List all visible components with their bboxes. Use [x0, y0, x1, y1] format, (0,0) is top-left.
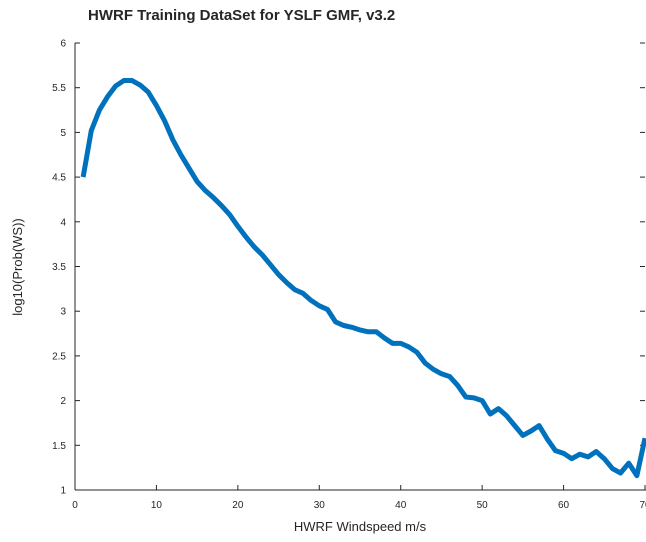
x-tick-label: 50 — [477, 500, 489, 511]
y-tick-label: 4 — [60, 217, 66, 228]
x-tick-label: 70 — [639, 500, 646, 511]
x-tick-label: 30 — [314, 500, 326, 511]
x-tick-label: 20 — [232, 500, 244, 511]
x-tick-label: 60 — [558, 500, 570, 511]
x-tick-label: 10 — [151, 500, 163, 511]
y-tick-label: 2 — [60, 396, 66, 407]
y-tick-label: 4.5 — [52, 173, 66, 184]
y-tick-label: 3 — [60, 307, 66, 318]
y-tick-label: 6 — [60, 39, 66, 50]
chart-title: HWRF Training DataSet for YSLF GMF, v3.2 — [88, 7, 395, 24]
y-tick-label: 1 — [60, 486, 66, 497]
x-axis-label: HWRF Windspeed m/s — [294, 519, 427, 534]
y-tick-label: 3.5 — [52, 262, 66, 273]
x-tick-label: 0 — [72, 500, 78, 511]
y-tick-label: 5.5 — [52, 83, 66, 94]
y-tick-label: 1.5 — [52, 441, 66, 452]
data-line — [80, 78, 646, 479]
y-tick-label: 5 — [60, 128, 66, 139]
y-tick-label: 2.5 — [52, 351, 66, 362]
x-tick-label: 40 — [395, 500, 407, 511]
y-axis-label: log10(Prob(WS)) — [10, 218, 25, 316]
